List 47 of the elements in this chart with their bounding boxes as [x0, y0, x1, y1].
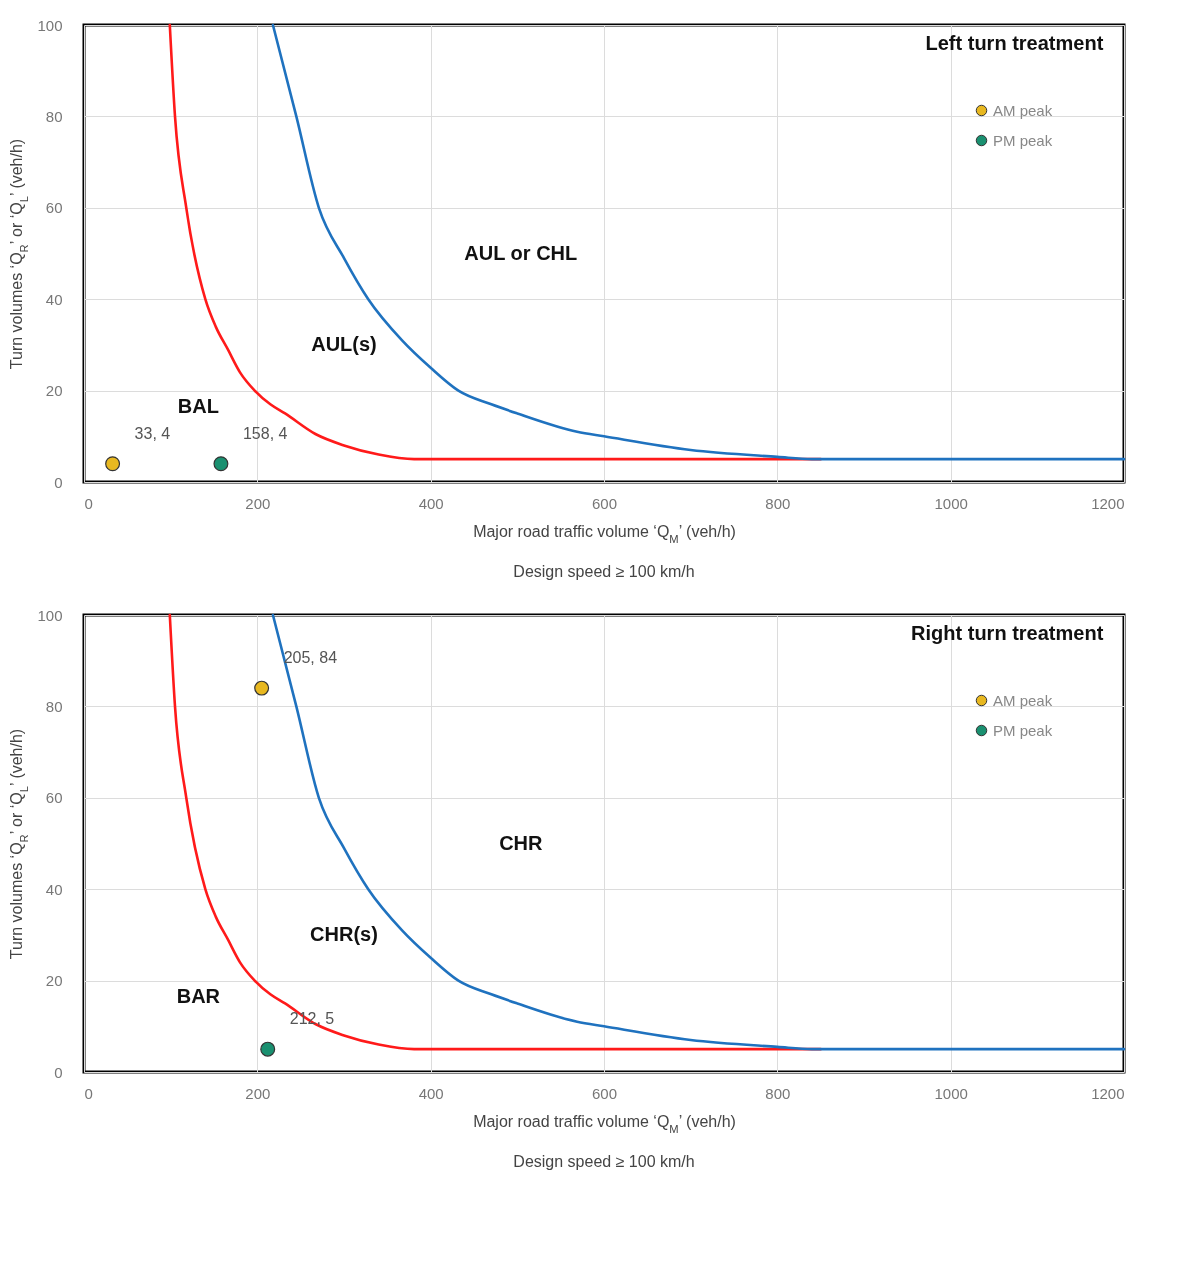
- y-tick-label: 40: [45, 290, 63, 308]
- annotation: CHR: [499, 831, 544, 854]
- x-tick-label: 0: [84, 494, 93, 512]
- x-tick-label: 0: [84, 1084, 93, 1102]
- annotation: BAR: [176, 984, 221, 1007]
- x-tick-label: 1000: [934, 494, 968, 512]
- legend-label: AM peak: [993, 691, 1053, 709]
- annotation: CHR(s): [310, 922, 378, 945]
- annotation: AUL(s): [311, 332, 377, 355]
- legend-label: PM peak: [993, 721, 1053, 739]
- chart-title: Left turn treatment: [925, 32, 1104, 54]
- line-series: [271, 613, 1126, 1051]
- x-tick-label: 800: [765, 494, 791, 512]
- text: Design speed ≥ 100 km/h: [513, 563, 695, 580]
- annotation: AUL or CHL: [464, 241, 578, 264]
- x-axis-title: Major road traffic volume ‘Q$_{M}$’ (veh/h): [473, 522, 736, 545]
- data-label: 205, 84: [283, 649, 338, 667]
- x-tick-label: 600: [591, 1084, 618, 1102]
- text: Design speed ≥ 100 km/h: [513, 1153, 695, 1170]
- x-tick-label: 1000: [934, 1084, 968, 1102]
- x-tick-label: 800: [765, 1084, 791, 1102]
- x-tick-label: 400: [418, 1084, 444, 1102]
- x-axis-title: Major road traffic volume ‘Q$_{M}$’ (veh/h): [473, 1112, 736, 1135]
- data-label: 33, 4: [134, 424, 171, 442]
- annotation: BAL: [177, 394, 219, 417]
- y-tick-label: 40: [45, 880, 63, 898]
- chart-title: Right turn treatment: [911, 622, 1104, 644]
- y-tick-label: 80: [45, 697, 63, 715]
- y-tick-label: 80: [45, 107, 63, 125]
- legend-label: AM peak: [993, 101, 1053, 119]
- x-tick-label: 1200: [1091, 494, 1125, 512]
- x-tick-label: 200: [245, 494, 271, 512]
- data-label: 158, 4: [242, 424, 288, 442]
- x-tick-label: 200: [245, 1084, 271, 1102]
- x-tick-label: 600: [591, 494, 618, 512]
- y-tick-label: 0: [54, 1063, 63, 1081]
- x-tick-label: 1200: [1091, 1084, 1125, 1102]
- x-tick-label: 400: [418, 494, 444, 512]
- y-tick-label: 100: [37, 16, 63, 34]
- line-series: [271, 23, 1126, 461]
- legend-label: PM peak: [993, 131, 1053, 149]
- y-tick-label: 20: [45, 972, 63, 990]
- y-tick-label: 20: [45, 382, 63, 400]
- y-tick-label: 60: [45, 199, 63, 217]
- y-tick-label: 100: [37, 606, 63, 624]
- y-tick-label: 60: [45, 789, 63, 807]
- y-tick-label: 0: [54, 473, 63, 491]
